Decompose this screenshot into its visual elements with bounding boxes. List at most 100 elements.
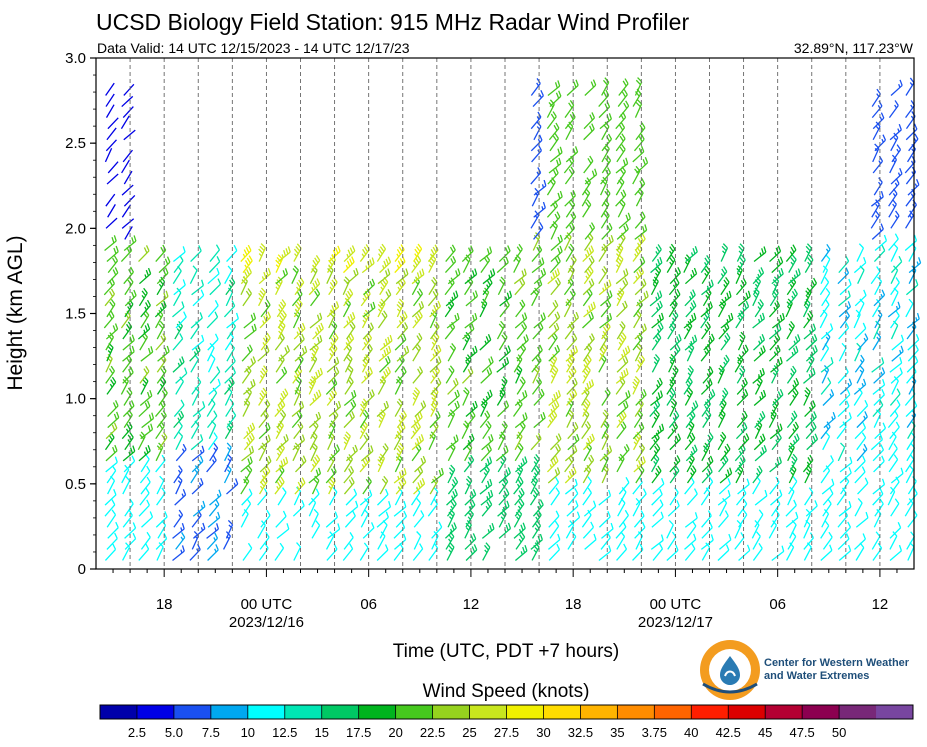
wind-barb xyxy=(121,204,132,218)
wind-barb xyxy=(277,487,287,506)
wind-barb xyxy=(584,533,597,550)
wind-barb xyxy=(615,133,626,152)
wind-barb xyxy=(735,310,745,329)
wind-barb xyxy=(634,178,646,196)
wind-barb xyxy=(224,387,233,406)
wind-barb xyxy=(617,390,631,406)
wind-barb xyxy=(192,401,206,418)
wind-barb xyxy=(890,79,903,96)
wind-barb xyxy=(190,245,202,263)
wind-barb xyxy=(482,420,492,440)
wind-barb xyxy=(874,498,884,517)
wind-barb xyxy=(789,453,798,473)
wind-barb xyxy=(275,442,285,462)
wind-barb xyxy=(533,268,547,285)
wind-barb xyxy=(822,488,834,506)
cw3e-logo: Center for Western Weather and Water Ext… xyxy=(700,640,910,700)
wind-barb xyxy=(564,478,578,495)
wind-barb xyxy=(275,268,289,285)
wind-barb xyxy=(717,544,730,561)
wind-barb xyxy=(906,366,917,384)
wind-barb xyxy=(462,387,470,406)
wind-barb xyxy=(259,465,271,484)
wind-barb xyxy=(752,287,760,307)
wind-barb xyxy=(683,254,692,273)
wind-barb xyxy=(515,299,526,318)
wind-barb xyxy=(666,519,674,539)
wind-barb xyxy=(123,129,136,141)
wind-barb xyxy=(328,444,340,462)
wind-barb xyxy=(412,498,422,517)
wind-barb xyxy=(786,320,795,340)
wind-barb xyxy=(670,365,679,384)
wind-barb xyxy=(447,498,457,517)
wind-barb xyxy=(650,276,659,296)
wind-barb xyxy=(634,99,643,118)
wind-barb xyxy=(599,312,613,329)
wind-barb xyxy=(652,322,664,340)
wind-barb xyxy=(243,312,257,329)
wind-barb xyxy=(650,390,663,406)
wind-barb xyxy=(172,522,185,539)
wind-barb xyxy=(871,223,884,240)
wind-barb xyxy=(720,276,730,296)
wind-barb xyxy=(563,155,575,174)
wind-barb xyxy=(411,301,425,318)
colorbar-label: 50 xyxy=(832,725,846,740)
wind-barb xyxy=(120,310,131,329)
wind-barb xyxy=(192,522,206,539)
wind-barb xyxy=(362,389,375,406)
colorbar-swatch xyxy=(395,705,434,719)
colorbar-swatch xyxy=(100,705,138,719)
wind-barb xyxy=(567,531,577,550)
wind-barb xyxy=(599,445,613,462)
wind-barb xyxy=(429,410,441,429)
wind-barb xyxy=(105,193,116,207)
wind-barb xyxy=(189,265,198,284)
wind-barb xyxy=(224,355,236,373)
wind-barb xyxy=(362,522,375,539)
wind-barb xyxy=(463,454,475,473)
wind-barb xyxy=(513,522,526,539)
wind-barb xyxy=(174,489,187,506)
wind-barb xyxy=(685,300,697,318)
wind-barb xyxy=(209,442,219,462)
colorbar-label: 45 xyxy=(758,725,772,740)
wind-barb xyxy=(207,511,221,528)
wind-barb xyxy=(258,387,268,406)
colorbar-swatch xyxy=(691,705,729,719)
wind-barb xyxy=(649,432,660,451)
wind-barb xyxy=(514,487,525,506)
wind-barb xyxy=(651,409,660,428)
wind-barb xyxy=(857,477,869,495)
wind-barb xyxy=(838,342,847,362)
wind-barb xyxy=(684,533,697,550)
x-tick-label: 18 xyxy=(156,596,173,613)
wind-barb xyxy=(260,399,271,417)
wind-barb xyxy=(616,400,629,418)
wind-barb xyxy=(584,255,595,274)
wind-barb xyxy=(633,456,646,473)
wind-barb xyxy=(359,420,369,440)
wind-barb xyxy=(480,398,488,417)
wind-barb xyxy=(855,542,865,561)
wind-barb xyxy=(107,411,120,429)
colorbar-label: 12.5 xyxy=(272,725,297,740)
wind-barb xyxy=(803,310,814,329)
wind-barb xyxy=(395,510,408,528)
wind-barb xyxy=(429,344,442,362)
wind-barb xyxy=(206,532,219,550)
wind-barb xyxy=(549,520,560,539)
wind-barb xyxy=(805,500,818,517)
wind-barb xyxy=(377,268,391,285)
wind-barb xyxy=(104,147,113,163)
wind-barb xyxy=(737,300,750,318)
wind-barb xyxy=(651,453,660,473)
wind-barb xyxy=(104,235,117,251)
wind-barb xyxy=(820,357,834,373)
wind-barb xyxy=(530,475,539,495)
wind-barb xyxy=(258,267,272,285)
wind-barb xyxy=(328,486,338,506)
wind-barb xyxy=(206,523,220,539)
wind-barb xyxy=(822,389,835,406)
